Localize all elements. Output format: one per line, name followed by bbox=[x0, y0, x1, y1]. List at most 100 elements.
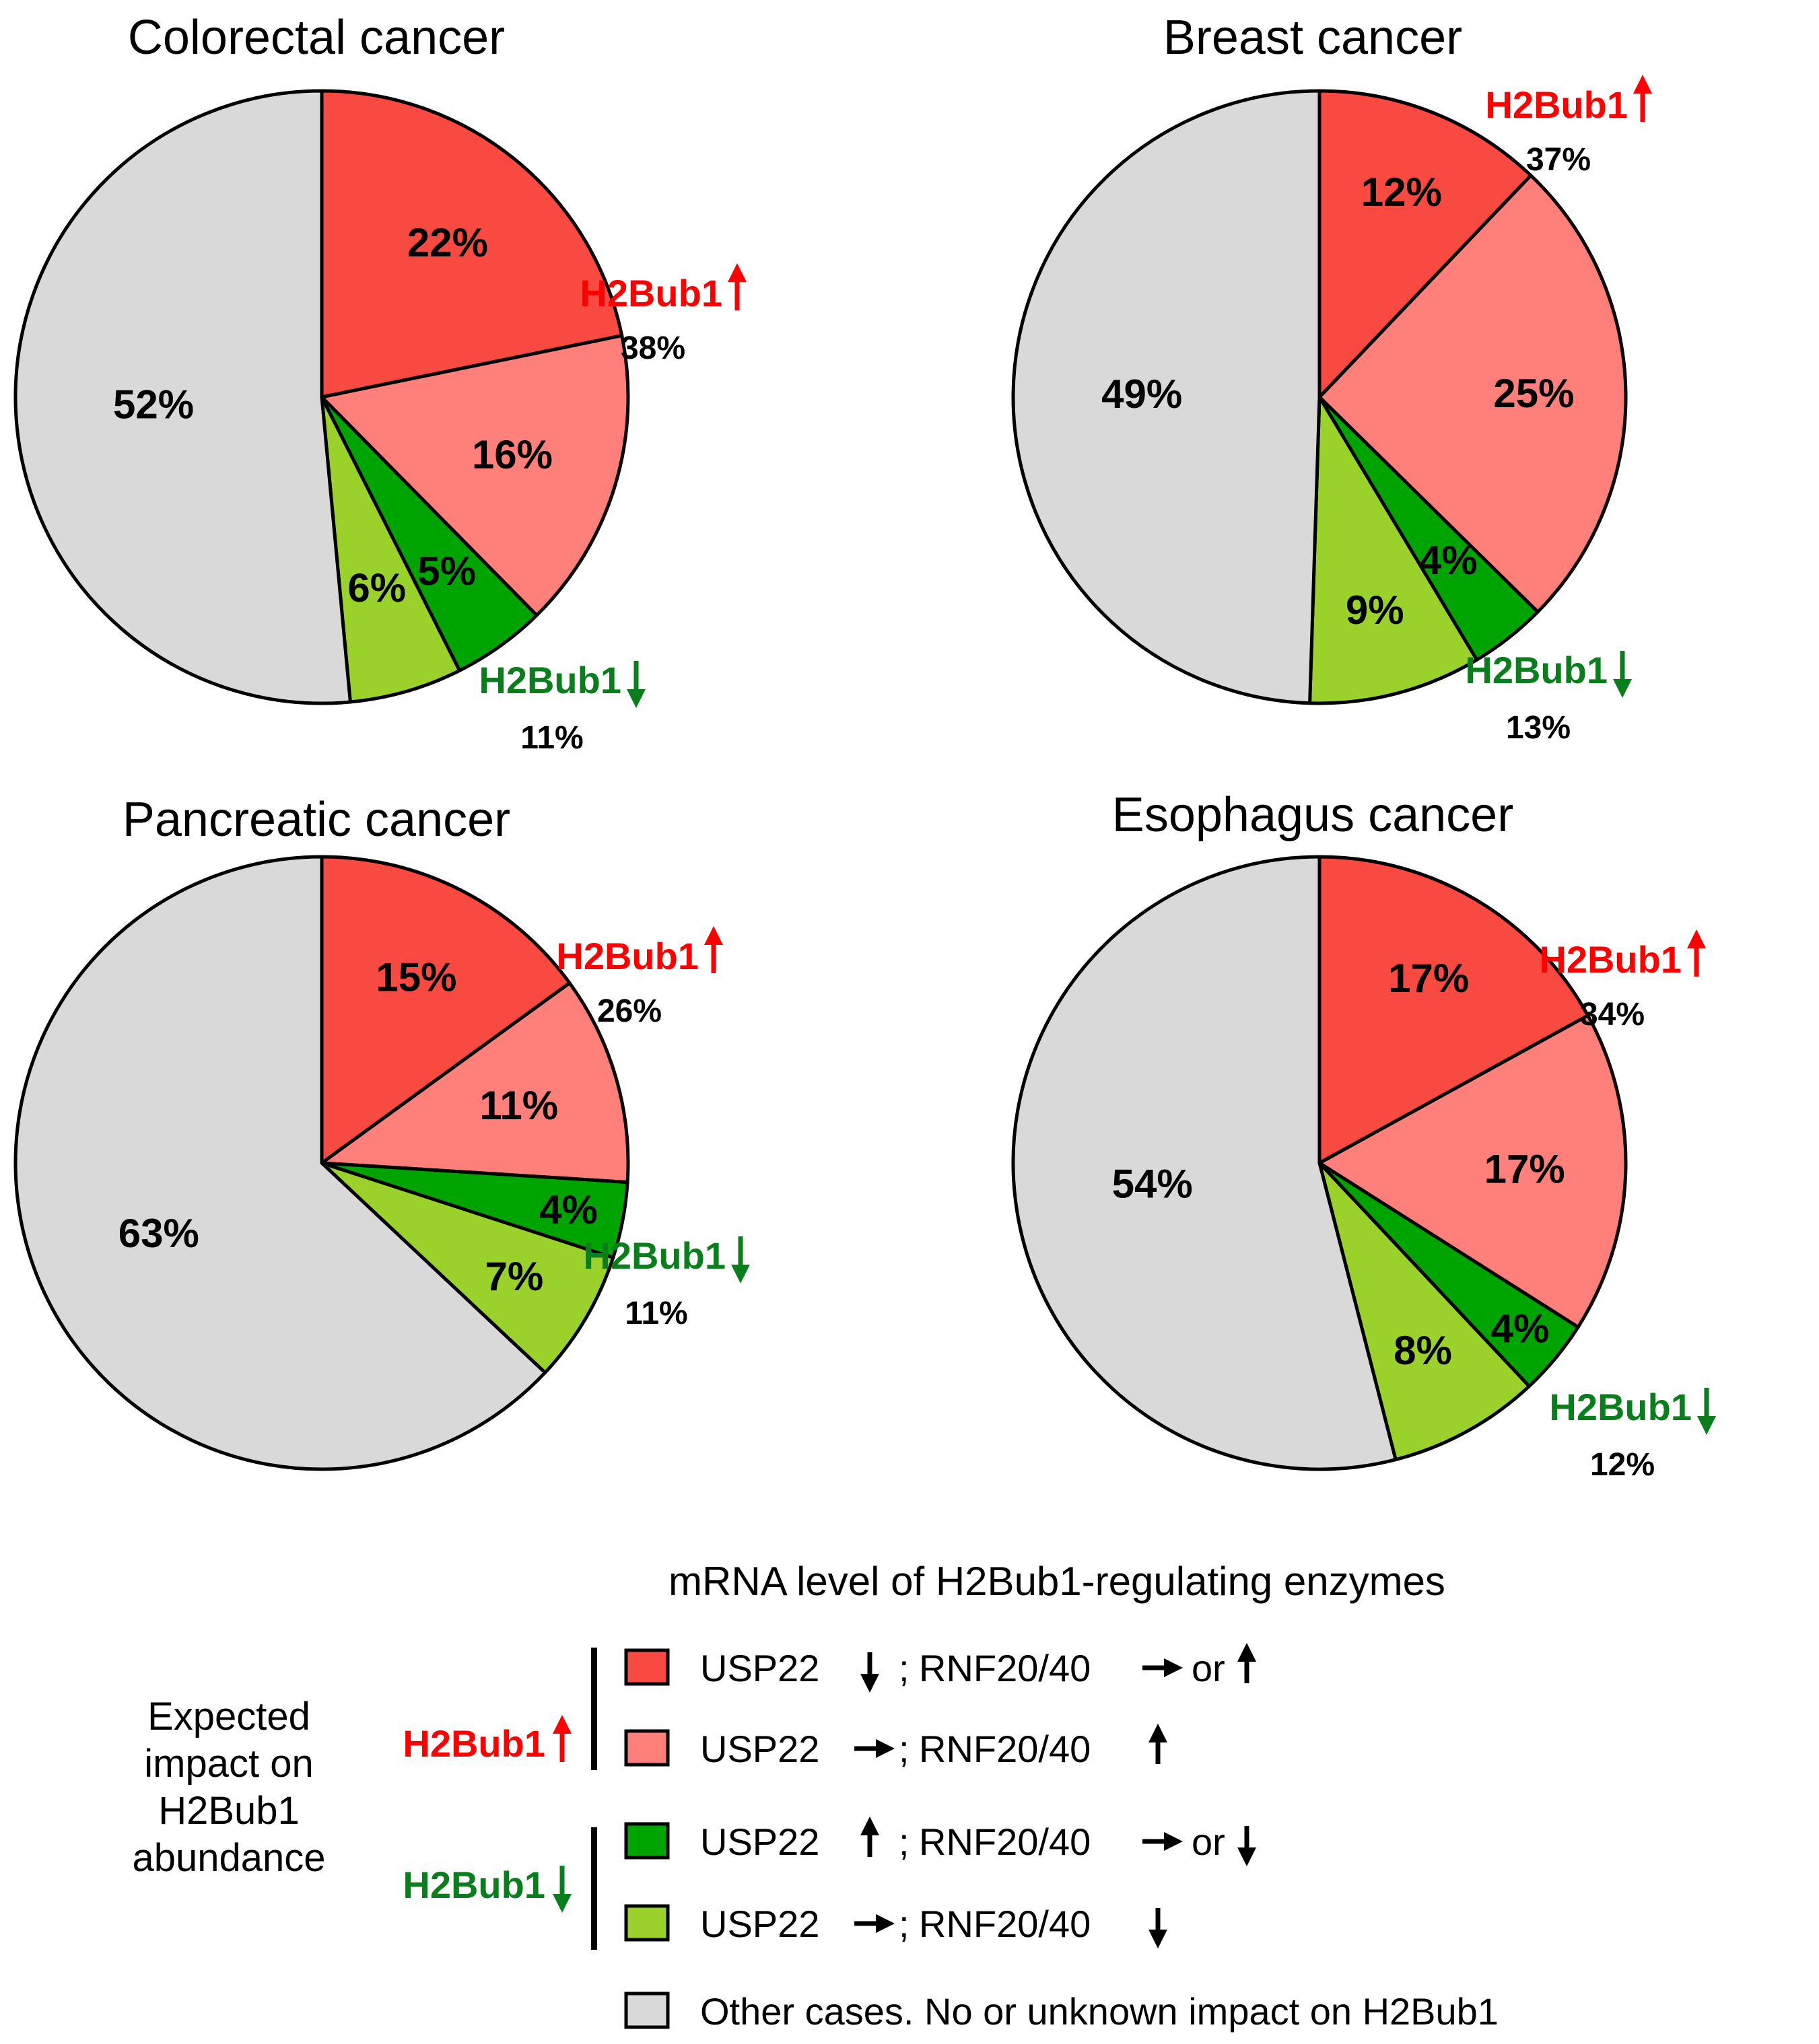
legend-title: mRNA level of H2Bub1-regulating enzymes bbox=[668, 1559, 1445, 1604]
pie-slice bbox=[13, 855, 547, 1471]
pie-slice bbox=[320, 89, 624, 399]
impact-label-line: Expected bbox=[147, 1695, 310, 1738]
slice-label: 8% bbox=[1394, 1328, 1452, 1373]
up-group-label: H2Bub1 bbox=[1539, 938, 1682, 981]
legend-swatch bbox=[624, 1904, 670, 1942]
impact-label-line: abundance bbox=[132, 1836, 325, 1880]
slice-label: 15% bbox=[376, 954, 456, 999]
slice-label: 54% bbox=[1112, 1161, 1193, 1206]
legend-rnf: RNF20/40 bbox=[919, 1821, 1091, 1863]
slice-label: 17% bbox=[1388, 956, 1469, 1001]
pie-slice bbox=[1308, 395, 1479, 705]
slice-label: 12% bbox=[1361, 170, 1442, 215]
up-group-annotation: H2Bub1 34% bbox=[1539, 929, 1706, 1032]
legend-swatch bbox=[624, 1822, 670, 1860]
pie-slice bbox=[1317, 1161, 1531, 1462]
up-group-pct: 34% bbox=[1580, 997, 1645, 1032]
legend-usp: USP22 bbox=[700, 1903, 819, 1945]
legend-down-group-label: H2Bub1 bbox=[403, 1864, 545, 1906]
legend-usp: USP22 bbox=[700, 1728, 819, 1770]
legend-usp: USP22 bbox=[700, 1821, 819, 1863]
pie-slice bbox=[1011, 89, 1322, 705]
down-group-label: H2Bub1 bbox=[479, 659, 621, 701]
slice-label: 7% bbox=[485, 1254, 544, 1299]
pie-slice bbox=[1317, 855, 1590, 1165]
chart-title: Esophagus cancer bbox=[1112, 788, 1513, 842]
down-group-annotation: H2Bub1 11% bbox=[479, 659, 646, 756]
legend: mRNA level of H2Bub1-regulating enzymes E… bbox=[132, 1559, 1498, 2033]
pie-slice bbox=[320, 395, 462, 704]
up-group-annotation: H2Bub1 37% bbox=[1485, 75, 1652, 178]
down-group-annotation: H2Bub1 12% bbox=[1549, 1386, 1716, 1483]
legend-item: USP22; RNF20/40 bbox=[624, 1724, 1167, 1770]
legend-item-text: Other cases. No or unknown impact on H2B… bbox=[700, 1990, 1499, 2033]
up-group-pct: 26% bbox=[597, 993, 662, 1029]
charts-layer: Colorectal cancer 22% 16% 5%6% 52% H2Bub1 38% H… bbox=[13, 11, 1716, 1483]
pie-slice bbox=[320, 981, 630, 1185]
slice-label: 22% bbox=[407, 220, 488, 265]
legend-item: USP22; RNF20/40 bbox=[624, 1903, 1167, 1948]
legend-swatch bbox=[624, 1648, 670, 1686]
pie-slice bbox=[1317, 174, 1628, 614]
up-group-label: H2Bub1 bbox=[1485, 83, 1628, 126]
legend-separator: ; bbox=[899, 1728, 910, 1770]
pie-slice bbox=[1011, 855, 1398, 1471]
pie-chart-2: Breast cancer12%25%4%9%49%H2Bub137%H2Bub… bbox=[1011, 11, 1652, 746]
slice-label: 17% bbox=[1484, 1147, 1565, 1192]
legend-separator: ; bbox=[899, 1647, 910, 1689]
slice-label: 25% bbox=[1493, 371, 1574, 416]
legend-item: USP22; RNF20/40 or bbox=[624, 1643, 1256, 1693]
slice-label: 4% bbox=[539, 1187, 598, 1232]
pie-chart-3: Pancreatic cancer 15% 11% 4% 7% 63% H2Bub1 26%H… bbox=[13, 793, 750, 1471]
pie-slice bbox=[1317, 1014, 1628, 1329]
slice-label: 49% bbox=[1101, 372, 1182, 417]
pie-slice bbox=[320, 855, 572, 1165]
pie-chart-1: Colorectal cancer 22% 16% 5%6% 52% H2Bub1 38% H… bbox=[13, 11, 747, 756]
slice-label: 16% bbox=[472, 432, 553, 477]
down-group-label: H2Bub1 bbox=[1465, 649, 1608, 691]
impact-label-line: impact on bbox=[144, 1742, 313, 1786]
chart-title: Colorectal cancer bbox=[128, 11, 505, 65]
slice-label: 52% bbox=[113, 382, 194, 427]
slice-label: 11% bbox=[479, 1083, 558, 1128]
legend-rnf: RNF20/40 bbox=[919, 1903, 1091, 1945]
legend-rnf: RNF20/40 bbox=[919, 1647, 1091, 1689]
legend-separator: ; bbox=[899, 1821, 910, 1863]
slice-label: 5% bbox=[417, 549, 476, 594]
down-group-label: H2Bub1 bbox=[1549, 1386, 1692, 1428]
up-group-label: H2Bub1 bbox=[556, 935, 699, 977]
down-group-pct: 11% bbox=[625, 1296, 687, 1331]
pie-chart-4: Esophagus cancer17%17%4%8%54%H2Bub134%H2… bbox=[1011, 788, 1716, 1483]
legend-or: or bbox=[1192, 1647, 1225, 1689]
pie-slice bbox=[320, 1161, 615, 1374]
slice-label: 9% bbox=[1346, 588, 1404, 633]
up-group-pct: 37% bbox=[1526, 142, 1591, 178]
legend-usp: USP22 bbox=[700, 1647, 819, 1689]
down-group-pct: 13% bbox=[1506, 710, 1571, 746]
chart-title: Pancreatic cancer bbox=[123, 793, 510, 847]
pie-slice bbox=[13, 89, 352, 705]
impact-label-line: H2Bub1 bbox=[158, 1789, 300, 1833]
legend-up-group-label: H2Bub1 bbox=[403, 1722, 545, 1765]
chart-title: Breast cancer bbox=[1163, 11, 1462, 65]
up-group-label: H2Bub1 bbox=[580, 272, 722, 314]
legend-separator: ; bbox=[899, 1903, 910, 1945]
legend-item: USP22; RNF20/40 or bbox=[624, 1817, 1256, 1866]
down-group-pct: 11% bbox=[520, 720, 583, 756]
legend-or: or bbox=[1192, 1821, 1225, 1863]
pie-slice bbox=[320, 334, 630, 617]
legend-swatch bbox=[624, 1729, 670, 1767]
down-group-annotation: H2Bub1 13% bbox=[1465, 649, 1632, 746]
slice-label: 6% bbox=[347, 565, 406, 610]
up-group-annotation: H2Bub1 26% bbox=[556, 926, 723, 1029]
legend-rnf: RNF20/40 bbox=[919, 1728, 1091, 1770]
up-group-pct: 38% bbox=[621, 330, 685, 366]
slice-label: 63% bbox=[118, 1211, 199, 1256]
legend-item: Other cases. No or unknown impact on H2B… bbox=[624, 1990, 1499, 2033]
bracket-up bbox=[591, 1648, 597, 1770]
down-group-pct: 12% bbox=[1590, 1447, 1655, 1483]
bracket-down bbox=[591, 1827, 597, 1950]
legend-swatch bbox=[624, 1992, 670, 2029]
slice-label: 4% bbox=[1419, 538, 1478, 583]
